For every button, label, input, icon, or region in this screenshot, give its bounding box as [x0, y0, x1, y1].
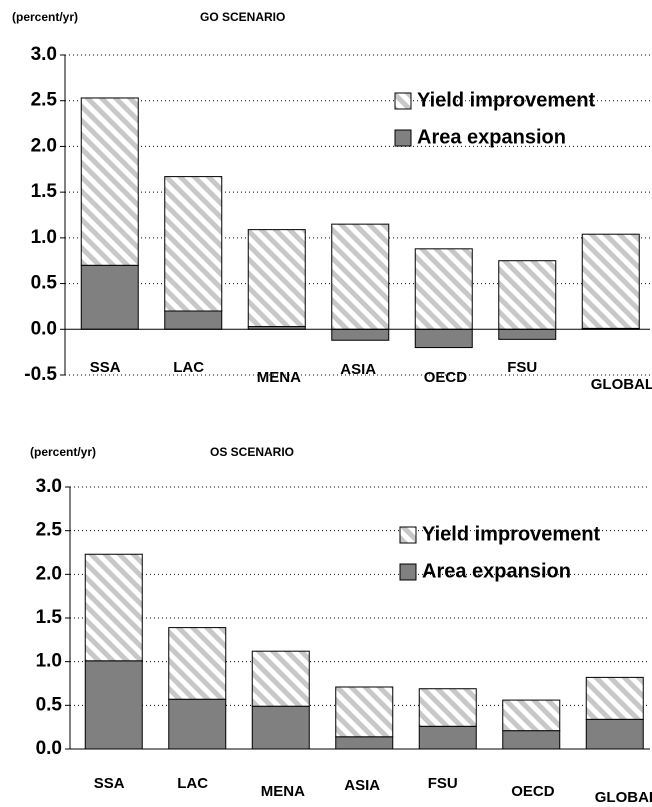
legend-label: Area expansion: [422, 560, 571, 582]
y-tick-label: 2.5: [31, 90, 58, 111]
y-tick-label: 1.0: [36, 651, 62, 672]
bar-segment: [586, 719, 643, 749]
bar-segment: [336, 737, 393, 749]
bar-segment: [415, 329, 472, 347]
legend-swatch: [400, 564, 416, 580]
bar-segment: [332, 224, 389, 329]
legend-label: Area expansion: [417, 126, 566, 148]
bar-segment: [252, 651, 309, 706]
x-tick-label: OECD: [511, 783, 555, 800]
legend-label: Yield improvement: [417, 89, 596, 111]
x-tick-label: GLOBAL: [591, 376, 652, 393]
y-tick-label: 3.0: [31, 44, 57, 65]
x-tick-label: FSU: [428, 775, 458, 792]
legend-swatch: [400, 527, 416, 543]
bar-segment: [169, 699, 226, 749]
x-tick-label: LAC: [173, 359, 204, 376]
x-tick-label: OECD: [424, 369, 468, 386]
x-tick-label: ASIA: [340, 361, 376, 378]
bar-segment: [81, 265, 138, 329]
x-tick-label: SSA: [90, 359, 121, 376]
x-tick-label: FSU: [507, 359, 537, 376]
x-tick-label: MENA: [261, 783, 305, 800]
bar-segment: [503, 731, 560, 749]
x-tick-label: MENA: [257, 369, 301, 386]
bar-segment: [165, 177, 222, 311]
bar-segment: [336, 687, 393, 737]
x-tick-label: GLOBAL: [595, 789, 652, 806]
bar-segment: [419, 726, 476, 749]
y-tick-label: 2.0: [31, 135, 57, 156]
x-tick-label: ASIA: [344, 777, 380, 794]
legend-label: Yield improvement: [422, 523, 601, 545]
bar-segment: [499, 261, 556, 330]
bar-segment: [248, 230, 305, 327]
y-tick-label: 2.5: [36, 520, 63, 541]
bar-segment: [499, 329, 556, 339]
bar-segment: [419, 689, 476, 727]
y-tick-label: 0.5: [36, 694, 63, 715]
bar-segment: [85, 554, 142, 661]
bar-segment: [85, 661, 142, 749]
bar-segment: [415, 249, 472, 329]
bar-segment: [81, 98, 138, 265]
bar-segment: [252, 706, 309, 749]
y-tick-label: 1.5: [31, 181, 58, 202]
bar-segment: [332, 329, 389, 340]
y-tick-label: 1.5: [36, 607, 63, 628]
y-tick-label: -0.5: [24, 364, 57, 385]
bar-segment: [169, 628, 226, 700]
bar-segment: [503, 700, 560, 731]
bar-segment: [582, 234, 639, 328]
y-tick-label: 1.0: [31, 227, 57, 248]
chart-title: OS SCENARIO: [210, 445, 294, 459]
legend-swatch: [395, 130, 411, 146]
y-tick-label: 0.0: [36, 738, 62, 759]
y-tick-label: 0.5: [31, 273, 58, 294]
x-tick-label: LAC: [177, 775, 208, 792]
y-axis-label: (percent/yr): [12, 10, 78, 24]
legend-swatch: [395, 93, 411, 109]
x-tick-label: SSA: [94, 775, 125, 792]
bar-segment: [165, 311, 222, 329]
y-tick-label: 0.0: [31, 318, 57, 339]
y-tick-label: 2.0: [36, 563, 62, 584]
y-tick-label: 3.0: [36, 476, 62, 497]
bar-segment: [586, 677, 643, 719]
chart-title: GO SCENARIO: [200, 10, 285, 24]
y-axis-label: (percent/yr): [30, 445, 96, 459]
